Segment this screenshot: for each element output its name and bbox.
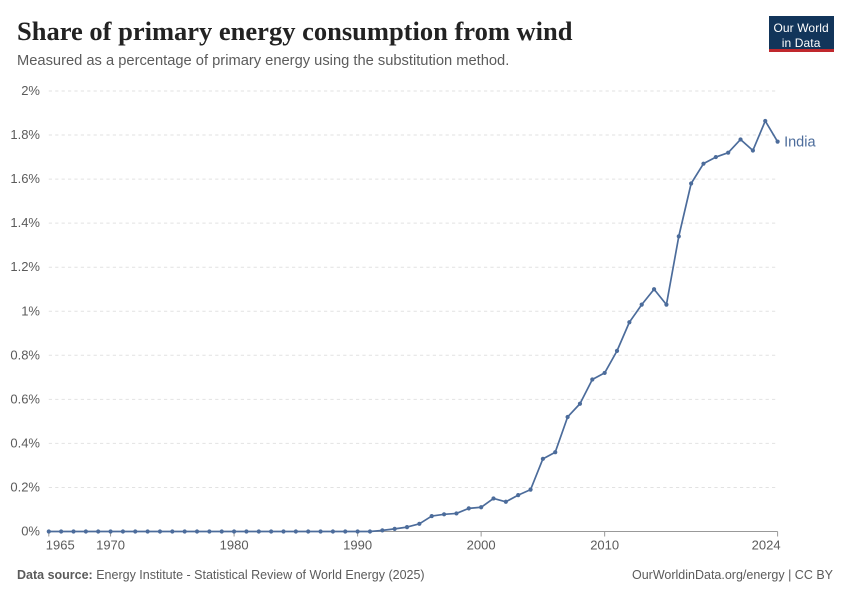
svg-text:1970: 1970 bbox=[96, 538, 125, 553]
svg-text:0.6%: 0.6% bbox=[10, 391, 40, 406]
svg-text:1.6%: 1.6% bbox=[10, 171, 40, 186]
svg-text:2010: 2010 bbox=[590, 538, 619, 553]
svg-text:1%: 1% bbox=[21, 303, 40, 318]
svg-text:1980: 1980 bbox=[220, 538, 249, 553]
svg-text:2%: 2% bbox=[21, 83, 40, 98]
svg-text:1.4%: 1.4% bbox=[10, 215, 40, 230]
svg-text:2024: 2024 bbox=[752, 538, 781, 553]
svg-text:0%: 0% bbox=[21, 524, 40, 539]
svg-text:1.8%: 1.8% bbox=[10, 127, 40, 142]
svg-text:1965: 1965 bbox=[46, 538, 75, 553]
svg-text:0.2%: 0.2% bbox=[10, 479, 40, 494]
svg-text:India: India bbox=[784, 135, 816, 151]
svg-text:1990: 1990 bbox=[343, 538, 372, 553]
svg-text:2000: 2000 bbox=[467, 538, 496, 553]
svg-text:0.8%: 0.8% bbox=[10, 347, 40, 362]
svg-text:1.2%: 1.2% bbox=[10, 259, 40, 274]
svg-text:0.4%: 0.4% bbox=[10, 435, 40, 450]
